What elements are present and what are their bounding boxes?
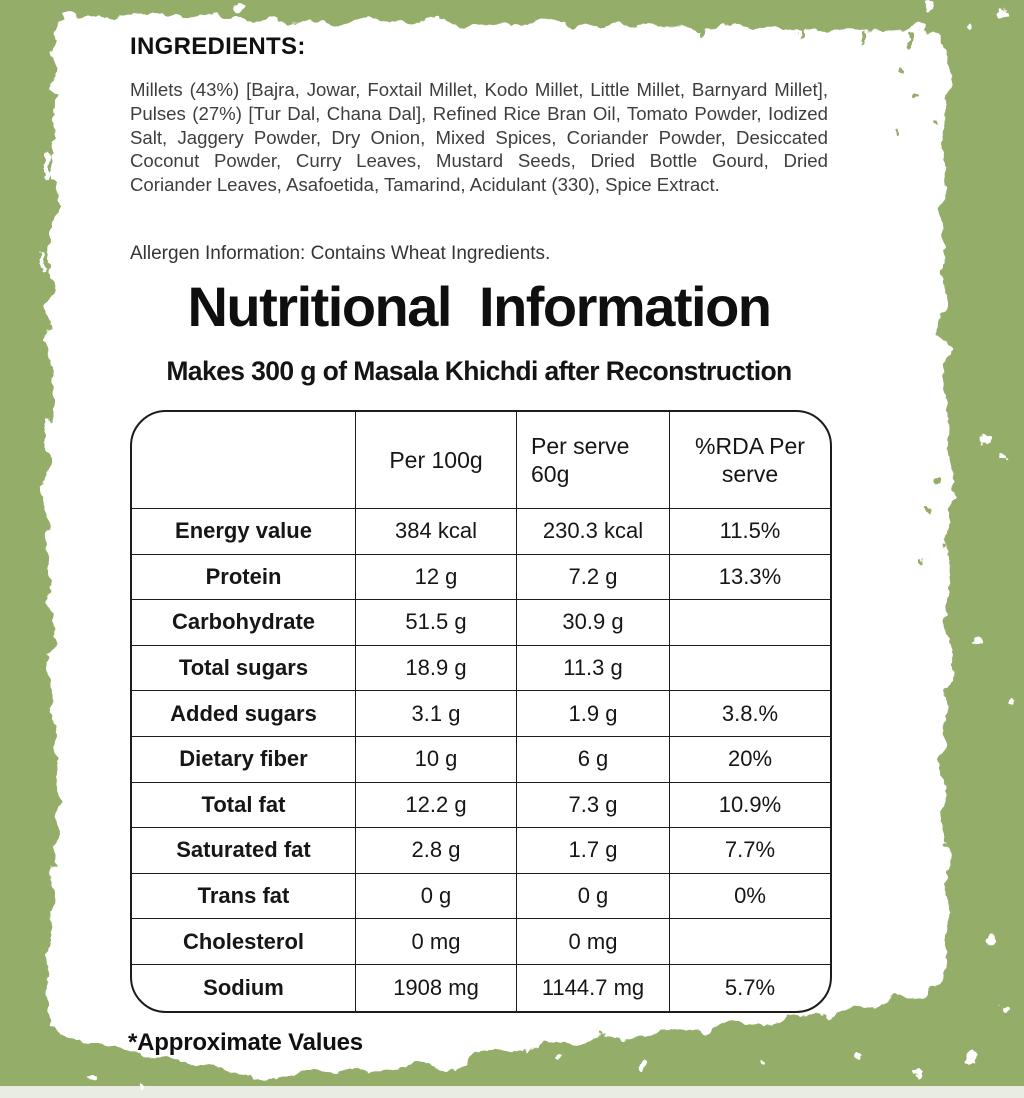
row-per100: 12 g <box>356 554 517 601</box>
row-per100: 12.2 g <box>356 782 517 829</box>
row-label: Saturated fat <box>132 828 356 874</box>
white-speckles <box>40 2 1015 1089</box>
table-row: Carbohydrate 51.5 g 30.9 g <box>132 600 830 646</box>
row-rda: 10.9% <box>670 783 830 829</box>
table-row: Trans fat 0 g 0 g 0% <box>132 873 830 920</box>
nutrition-subtitle: Makes 300 g of Masala Khichdi after Reco… <box>166 356 792 386</box>
nutrition-table: Per 100g Per serve 60g %RDA Per serve En… <box>130 410 832 1013</box>
row-serve: 7.3 g <box>517 782 670 829</box>
header-per-100g: Per 100g <box>356 412 517 509</box>
row-label: Total sugars <box>132 645 356 692</box>
row-serve: 30.9 g <box>517 600 670 646</box>
header-rda-per-serve: %RDA Per serve <box>670 412 830 509</box>
header-blank <box>132 412 356 509</box>
row-rda: 0% <box>670 874 830 920</box>
table-row: Dietary fiber 10 g 6 g 20% <box>132 736 830 783</box>
row-rda <box>670 919 830 965</box>
row-label: Cholesterol <box>132 919 356 965</box>
row-per100: 2.8 g <box>356 828 517 874</box>
row-rda: 13.3% <box>670 555 830 601</box>
table-row: Saturated fat 2.8 g 1.7 g 7.7% <box>132 828 830 874</box>
row-serve: 7.2 g <box>517 554 670 601</box>
row-rda: 11.5% <box>670 509 830 555</box>
table-header-row: Per 100g Per serve 60g %RDA Per serve <box>132 412 830 509</box>
table-row: Energy value 384 kcal 230.3 kcal 11.5% <box>132 509 830 555</box>
row-label: Trans fat <box>132 873 356 920</box>
row-label: Total fat <box>132 782 356 829</box>
row-rda <box>670 646 830 692</box>
row-serve: 1.9 g <box>517 691 670 737</box>
row-per100: 18.9 g <box>356 645 517 692</box>
row-per100: 384 kcal <box>356 509 517 555</box>
table-row: Sodium 1908 mg 1144.7 mg 5.7% <box>132 964 830 1011</box>
ingredients-text: Millets (43%) [Bajra, Jowar, Foxtail Mil… <box>130 79 828 196</box>
row-label: Energy value <box>132 509 356 555</box>
row-serve: 11.3 g <box>517 645 670 692</box>
row-per100: 0 g <box>356 873 517 920</box>
row-label: Dietary fiber <box>132 736 356 783</box>
table-row: Total fat 12.2 g 7.3 g 10.9% <box>132 782 830 829</box>
header-per-serve: Per serve 60g <box>517 412 670 509</box>
approximate-values-note: *Approximate Values <box>128 1029 363 1056</box>
row-per100: 0 mg <box>356 919 517 965</box>
row-label: Protein <box>132 554 356 601</box>
row-rda: 5.7% <box>724 974 776 1000</box>
nutrition-title: Nutritional Information <box>187 275 772 338</box>
table-row: Added sugars 3.1 g 1.9 g 3.8.% <box>132 691 830 737</box>
row-serve: 1.7 g <box>517 828 670 874</box>
row-rda: 3.8.% <box>670 691 830 737</box>
table-row: Protein 12 g 7.2 g 13.3% <box>132 554 830 601</box>
row-label: Carbohydrate <box>132 600 356 646</box>
row-per100: 3.1 g <box>356 691 517 737</box>
ingredients-heading: INGREDIENTS: <box>130 33 306 60</box>
row-per100: 51.5 g <box>356 600 517 646</box>
row-rda: 7.7% <box>670 828 830 874</box>
paper-blob <box>46 16 950 1078</box>
row-per100: 1908 mg <box>356 964 517 1011</box>
green-speckles <box>476 24 947 1064</box>
row-serve: 1144.7 mg <box>517 964 670 1011</box>
row-serve: 0 g <box>517 873 670 920</box>
allergen-text: Allergen Information: Contains Wheat Ing… <box>130 243 551 264</box>
row-serve: 230.3 kcal <box>517 509 670 555</box>
row-label: Sodium <box>132 964 356 1011</box>
table-row: Cholesterol 0 mg 0 mg <box>132 919 830 965</box>
table-row: Total sugars 18.9 g 11.3 g <box>132 645 830 692</box>
row-serve: 6 g <box>517 736 670 783</box>
row-rda <box>670 600 830 646</box>
row-rda: 20% <box>670 737 830 783</box>
row-label: Added sugars <box>132 691 356 737</box>
row-per100: 10 g <box>356 736 517 783</box>
row-serve: 0 mg <box>517 919 670 965</box>
